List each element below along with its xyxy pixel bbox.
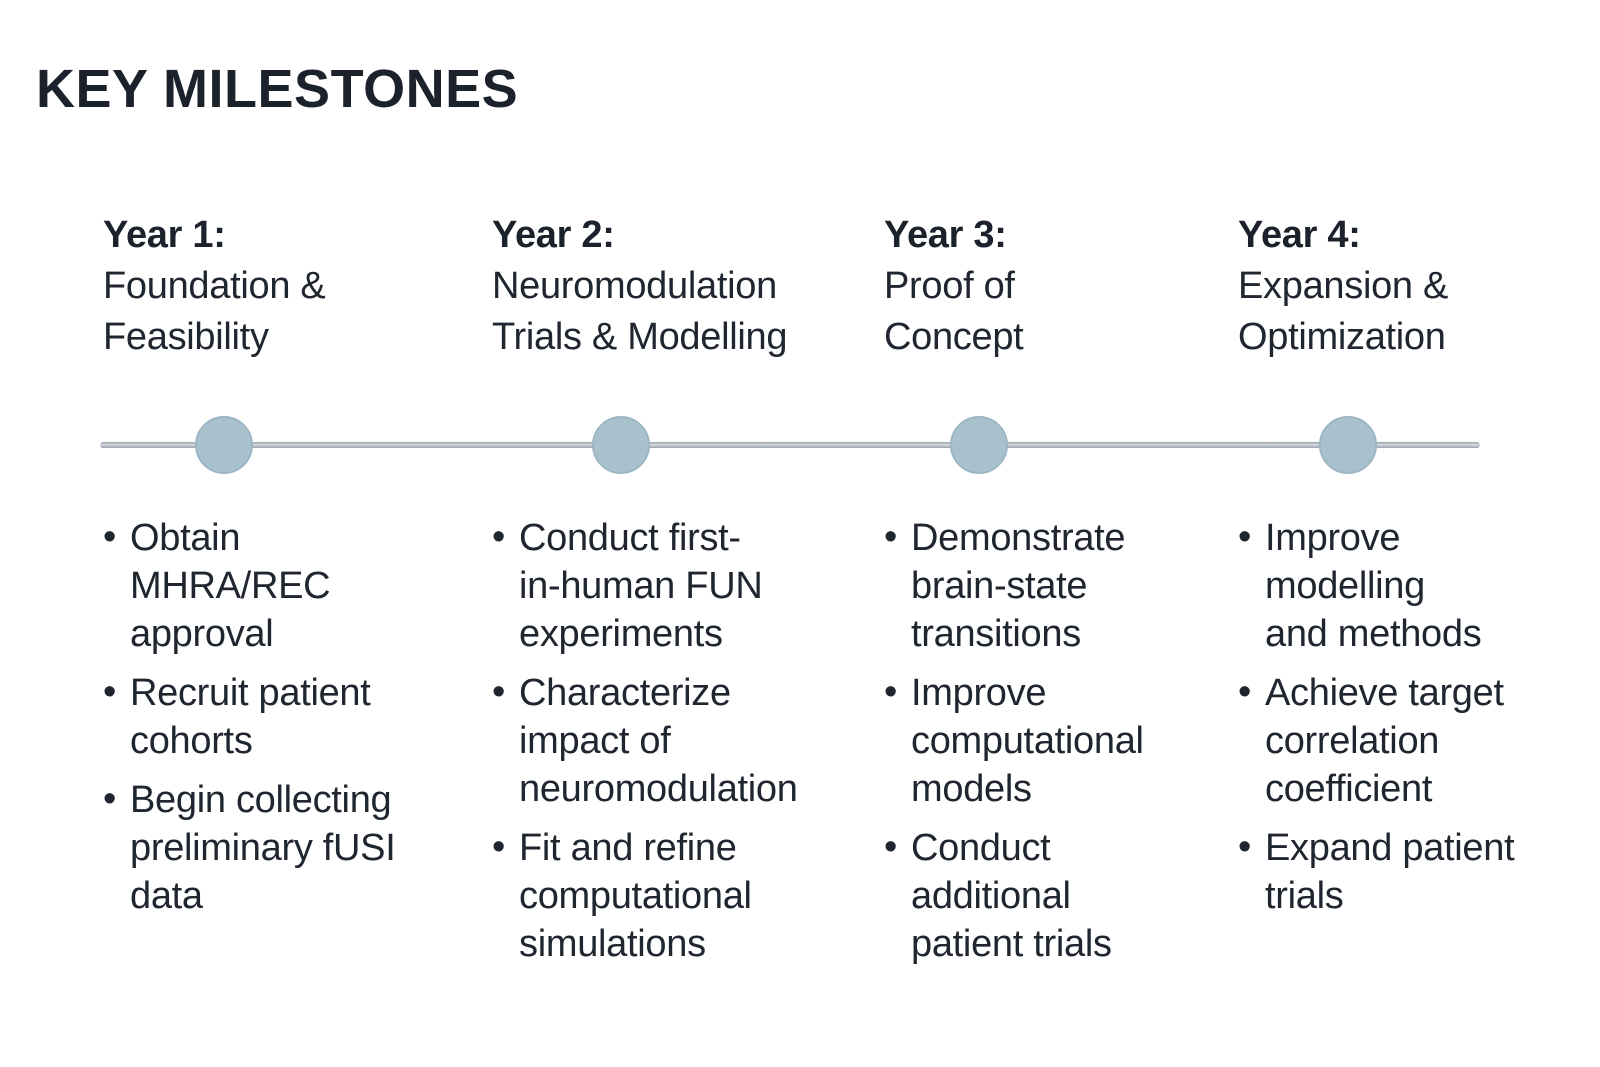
year-2-bullet-list: Conduct first- in-human FUN experiments … [492,513,798,979]
year-3-title: Proof of Concept [884,265,1024,358]
bullet-text: Improve computational models [911,672,1144,810]
year-3-heading: Year 3: Proof of Concept [884,210,1204,363]
bullet-item: Expand patient trials [1238,823,1515,920]
column-year-3: Year 3: Proof of Concept Demonstrate bra… [884,210,1204,990]
year-4-label: Year 4: [1238,214,1361,256]
column-year-1: Year 1: Foundation & Feasibility Obtain … [103,210,448,990]
bullet-item: Improve computational models [884,668,1144,813]
bullet-text: Conduct first- in-human FUN experiments [519,517,763,655]
bullet-item: Conduct first- in-human FUN experiments [492,513,798,658]
bullet-text: Conduct additional patient trials [911,827,1112,965]
year-2-title: Neuromodulation Trials & Modelling [492,265,788,358]
column-year-4: Year 4: Expansion & Optimization Improve… [1238,210,1568,990]
year-1-bullet-list: Obtain MHRA/REC approval Recruit patient… [103,513,396,931]
year-3-label: Year 3: [884,214,1007,256]
bullet-text: Improve modelling and methods [1265,517,1482,655]
bullet-text: Begin collecting preliminary fUSI data [130,779,396,917]
year-4-title: Expansion & Optimization [1238,265,1449,358]
bullet-item: Recruit patient cohorts [103,668,396,765]
bullet-text: Expand patient trials [1265,827,1515,917]
bullet-item: Improve modelling and methods [1238,513,1514,658]
bullet-item: Begin collecting preliminary fUSI data [103,775,396,920]
page-title: KEY MILESTONES [36,59,519,119]
timeline-line [100,442,1480,448]
timeline-dot-year-1 [195,416,253,474]
bullet-item: Achieve target correlation coefficient [1238,668,1514,813]
bullet-item: Demonstrate brain-state transitions [884,513,1144,658]
year-1-label: Year 1: [103,214,226,256]
bullet-item: Fit and refine computational simulations [492,823,798,968]
bullet-text: Characterize impact of neuromodulation [519,672,798,810]
year-3-bullet-list: Demonstrate brain-state transitions Impr… [884,513,1144,979]
bullet-item: Obtain MHRA/REC approval [103,513,396,658]
timeline-dot-year-3 [950,416,1008,474]
bullet-item: Characterize impact of neuromodulation [492,668,798,813]
year-1-heading: Year 1: Foundation & Feasibility [103,210,448,363]
year-2-heading: Year 2: Neuromodulation Trials & Modelli… [492,210,842,363]
year-1-title: Foundation & Feasibility [103,265,326,358]
timeline-dot-year-4 [1319,416,1377,474]
year-4-bullet-list: Improve modelling and methods Achieve ta… [1238,513,1515,931]
year-2-label: Year 2: [492,214,615,256]
bullet-text: Achieve target correlation coefficient [1265,672,1504,810]
bullet-item: Conduct additional patient trials [884,823,1144,968]
bullet-text: Demonstrate brain-state transitions [911,517,1126,655]
timeline-dot-year-2 [592,416,650,474]
bullet-text: Recruit patient cohorts [130,672,371,762]
column-year-2: Year 2: Neuromodulation Trials & Modelli… [492,210,842,990]
bullet-text: Obtain MHRA/REC approval [130,517,331,655]
year-4-heading: Year 4: Expansion & Optimization [1238,210,1568,363]
bullet-text: Fit and refine computational simulations [519,827,752,965]
